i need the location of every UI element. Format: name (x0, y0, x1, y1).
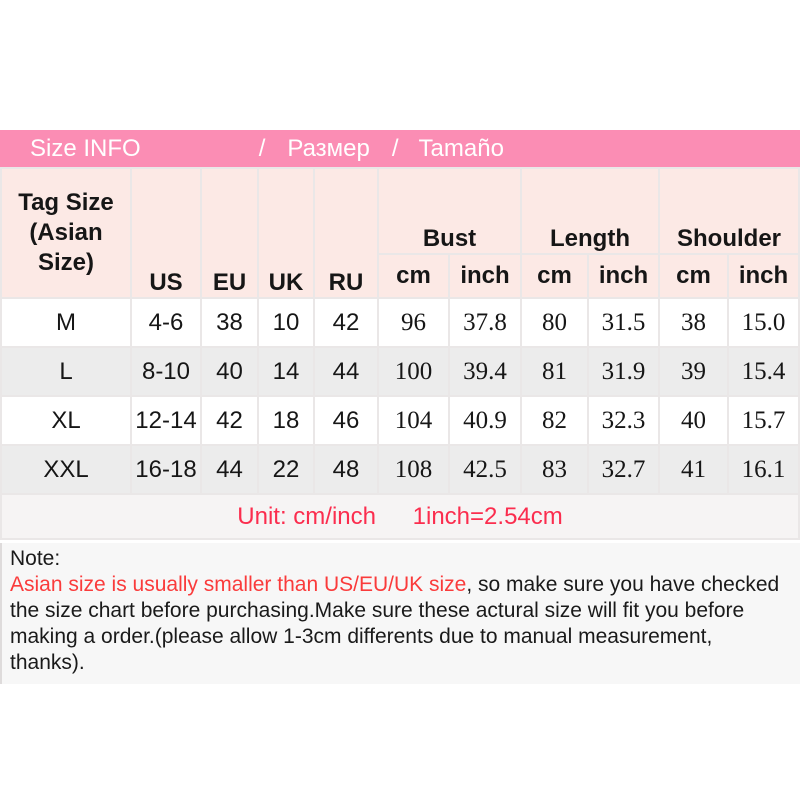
header-row-units: cm inch cm inch cm inch (1, 253, 800, 299)
banner-title-en: Size INFO (30, 134, 141, 162)
shoulder-cm-cell: 39 (658, 346, 730, 397)
tag-size-cell: M (0, 297, 132, 348)
length-cm-cell: 82 (520, 395, 589, 446)
unit-note: Unit: cm/inch 1inch=2.54cm (0, 493, 800, 540)
bust-inch-cell: 37.8 (448, 297, 522, 348)
uk-size-cell: 10 (257, 297, 315, 348)
size-row-xl: XL 12-14 42 18 46 104 40.9 82 32.3 40 15… (0, 395, 800, 446)
shoulder-inch-cell: 15.7 (727, 395, 800, 446)
bust-inch-cell: 39.4 (448, 346, 522, 397)
header-tag-size: Tag Size (Asian Size) (0, 167, 132, 299)
banner-title-es: Tamaño (418, 134, 504, 162)
header-us: US (130, 167, 202, 299)
unit-note-right: 1inch=2.54cm (412, 502, 563, 530)
uk-size-cell: 14 (257, 346, 315, 397)
note-rest: , so make sure you have checked the size… (10, 573, 780, 674)
us-size-cell: 16-18 (130, 444, 202, 495)
ru-size-cell: 48 (313, 444, 379, 495)
size-row-xxl: XXL 16-18 44 22 48 108 42.5 83 32.7 41 1… (0, 444, 800, 495)
eu-size-cell: 38 (200, 297, 259, 348)
length-inch-cell: 32.7 (586, 444, 661, 495)
header-eu: EU (200, 167, 259, 299)
header-shoulder-inch: inch (727, 253, 800, 299)
us-size-cell: 8-10 (130, 346, 202, 397)
note-body: Asian size is usually smaller than US/EU… (10, 572, 790, 676)
bust-cm-cell: 108 (377, 444, 450, 495)
length-inch-cell: 31.9 (586, 346, 661, 397)
note-label: Note: (10, 547, 61, 570)
note-highlight: Asian size is usually smaller than US/EU… (10, 573, 467, 596)
eu-size-cell: 40 (200, 346, 259, 397)
size-row-l: L 8-10 40 14 44 100 39.4 81 31.9 39 15.4 (0, 346, 800, 397)
length-inch-cell: 32.3 (586, 395, 661, 446)
length-cm-cell: 81 (520, 346, 589, 397)
header-bust-inch: inch (448, 253, 522, 299)
ru-size-cell: 46 (313, 395, 379, 446)
shoulder-inch-cell: 15.4 (727, 346, 800, 397)
length-inch-cell: 31.5 (586, 297, 661, 348)
bust-inch-cell: 40.9 (448, 395, 522, 446)
bust-cm-cell: 96 (377, 297, 450, 348)
uk-size-cell: 18 (257, 395, 315, 446)
eu-size-cell: 42 (200, 395, 259, 446)
banner-separator: / (258, 134, 266, 162)
banner-separator: / (391, 134, 399, 162)
header-bust-cm: cm (377, 253, 450, 299)
tag-size-cell: XXL (0, 444, 132, 495)
header-row-groups: Tag Size (Asian Size) US EU UK RU Bust L… (0, 167, 800, 299)
header-uk: UK (257, 167, 315, 299)
header-length-cm: cm (520, 253, 589, 299)
header-shoulder-cm: cm (658, 253, 730, 299)
header-ru: RU (313, 167, 379, 299)
shoulder-cm-cell: 41 (658, 444, 730, 495)
ru-size-cell: 44 (313, 346, 379, 397)
size-info-banner: Size INFO / Размер / Tamaño (0, 130, 800, 167)
tag-size-cell: L (0, 346, 132, 397)
length-cm-cell: 80 (520, 297, 589, 348)
unit-note-row: Unit: cm/inch 1inch=2.54cm (0, 493, 800, 540)
eu-size-cell: 44 (200, 444, 259, 495)
header-length-inch: inch (586, 253, 661, 299)
length-cm-cell: 83 (520, 444, 589, 495)
bust-inch-cell: 42.5 (448, 444, 522, 495)
header-shoulder: Shoulder (658, 167, 800, 255)
size-chart-table: Tag Size (Asian Size) US EU UK RU Bust L… (0, 167, 800, 540)
us-size-cell: 12-14 (130, 395, 202, 446)
banner-title-ru: Размер (287, 134, 370, 162)
shoulder-inch-cell: 16.1 (727, 444, 800, 495)
header-bust: Bust (377, 167, 522, 255)
shoulder-cm-cell: 40 (658, 395, 730, 446)
us-size-cell: 4-6 (130, 297, 202, 348)
ru-size-cell: 42 (313, 297, 379, 348)
size-row-m: M 4-6 38 10 42 96 37.8 80 31.5 38 15.0 (0, 297, 800, 348)
note-section: Note: Asian size is usually smaller than… (0, 543, 800, 684)
bust-cm-cell: 104 (377, 395, 450, 446)
bust-cm-cell: 100 (377, 346, 450, 397)
uk-size-cell: 22 (257, 444, 315, 495)
shoulder-inch-cell: 15.0 (727, 297, 800, 348)
header-length: Length (519, 167, 661, 255)
tag-size-cell: XL (0, 395, 132, 446)
unit-note-left: Unit: cm/inch (237, 502, 376, 530)
shoulder-cm-cell: 38 (658, 297, 730, 348)
